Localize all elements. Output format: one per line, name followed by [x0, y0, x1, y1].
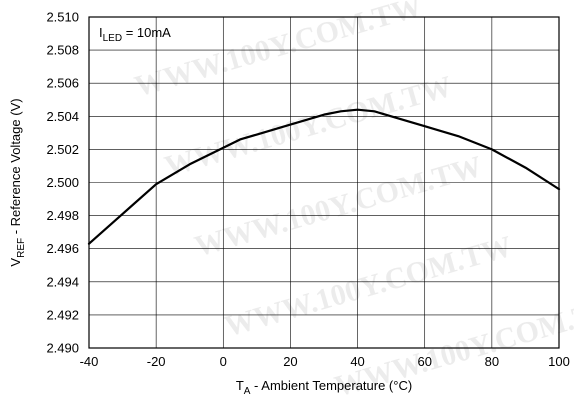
- y-tick-label: 2.500: [46, 175, 79, 190]
- y-tick-label: 2.502: [46, 142, 79, 157]
- y-tick-label: 2.510: [46, 10, 79, 25]
- x-tick-label: 0: [220, 354, 227, 369]
- grid: [88, 16, 560, 349]
- x-tick-label: -40: [80, 354, 99, 369]
- y-axis-label: VREF - Reference Voltage (V): [8, 98, 27, 266]
- y-tick-label: 2.492: [46, 307, 79, 322]
- x-axis-label: TA - Ambient Temperature (°C): [236, 378, 412, 396]
- y-tick-label: 2.496: [46, 241, 79, 256]
- y-tick-label: 2.506: [46, 76, 79, 91]
- y-tick-label: 2.494: [46, 274, 79, 289]
- y-tick-label: 2.498: [46, 208, 79, 223]
- y-tick-label: 2.508: [46, 43, 79, 58]
- tick-labels: -40 -20 0 20 40 60 80 100 2.490 2.492 2.494 2.496 2.…: [46, 10, 569, 370]
- x-tick-label: 80: [485, 354, 499, 369]
- series-layer: [87, 108, 561, 245]
- plot-frame: [88, 16, 560, 349]
- x-tick-label: 60: [417, 354, 431, 369]
- y-tick-label: 2.490: [46, 341, 79, 356]
- annotation: ILED = 10mA: [99, 25, 171, 44]
- x-tick-label: 40: [350, 354, 364, 369]
- x-tick-label: 20: [283, 354, 297, 369]
- x-tick-label: 100: [548, 354, 570, 369]
- series-line: [87, 108, 561, 245]
- x-tick-label: -20: [147, 354, 166, 369]
- y-tick-label: 2.504: [46, 109, 79, 124]
